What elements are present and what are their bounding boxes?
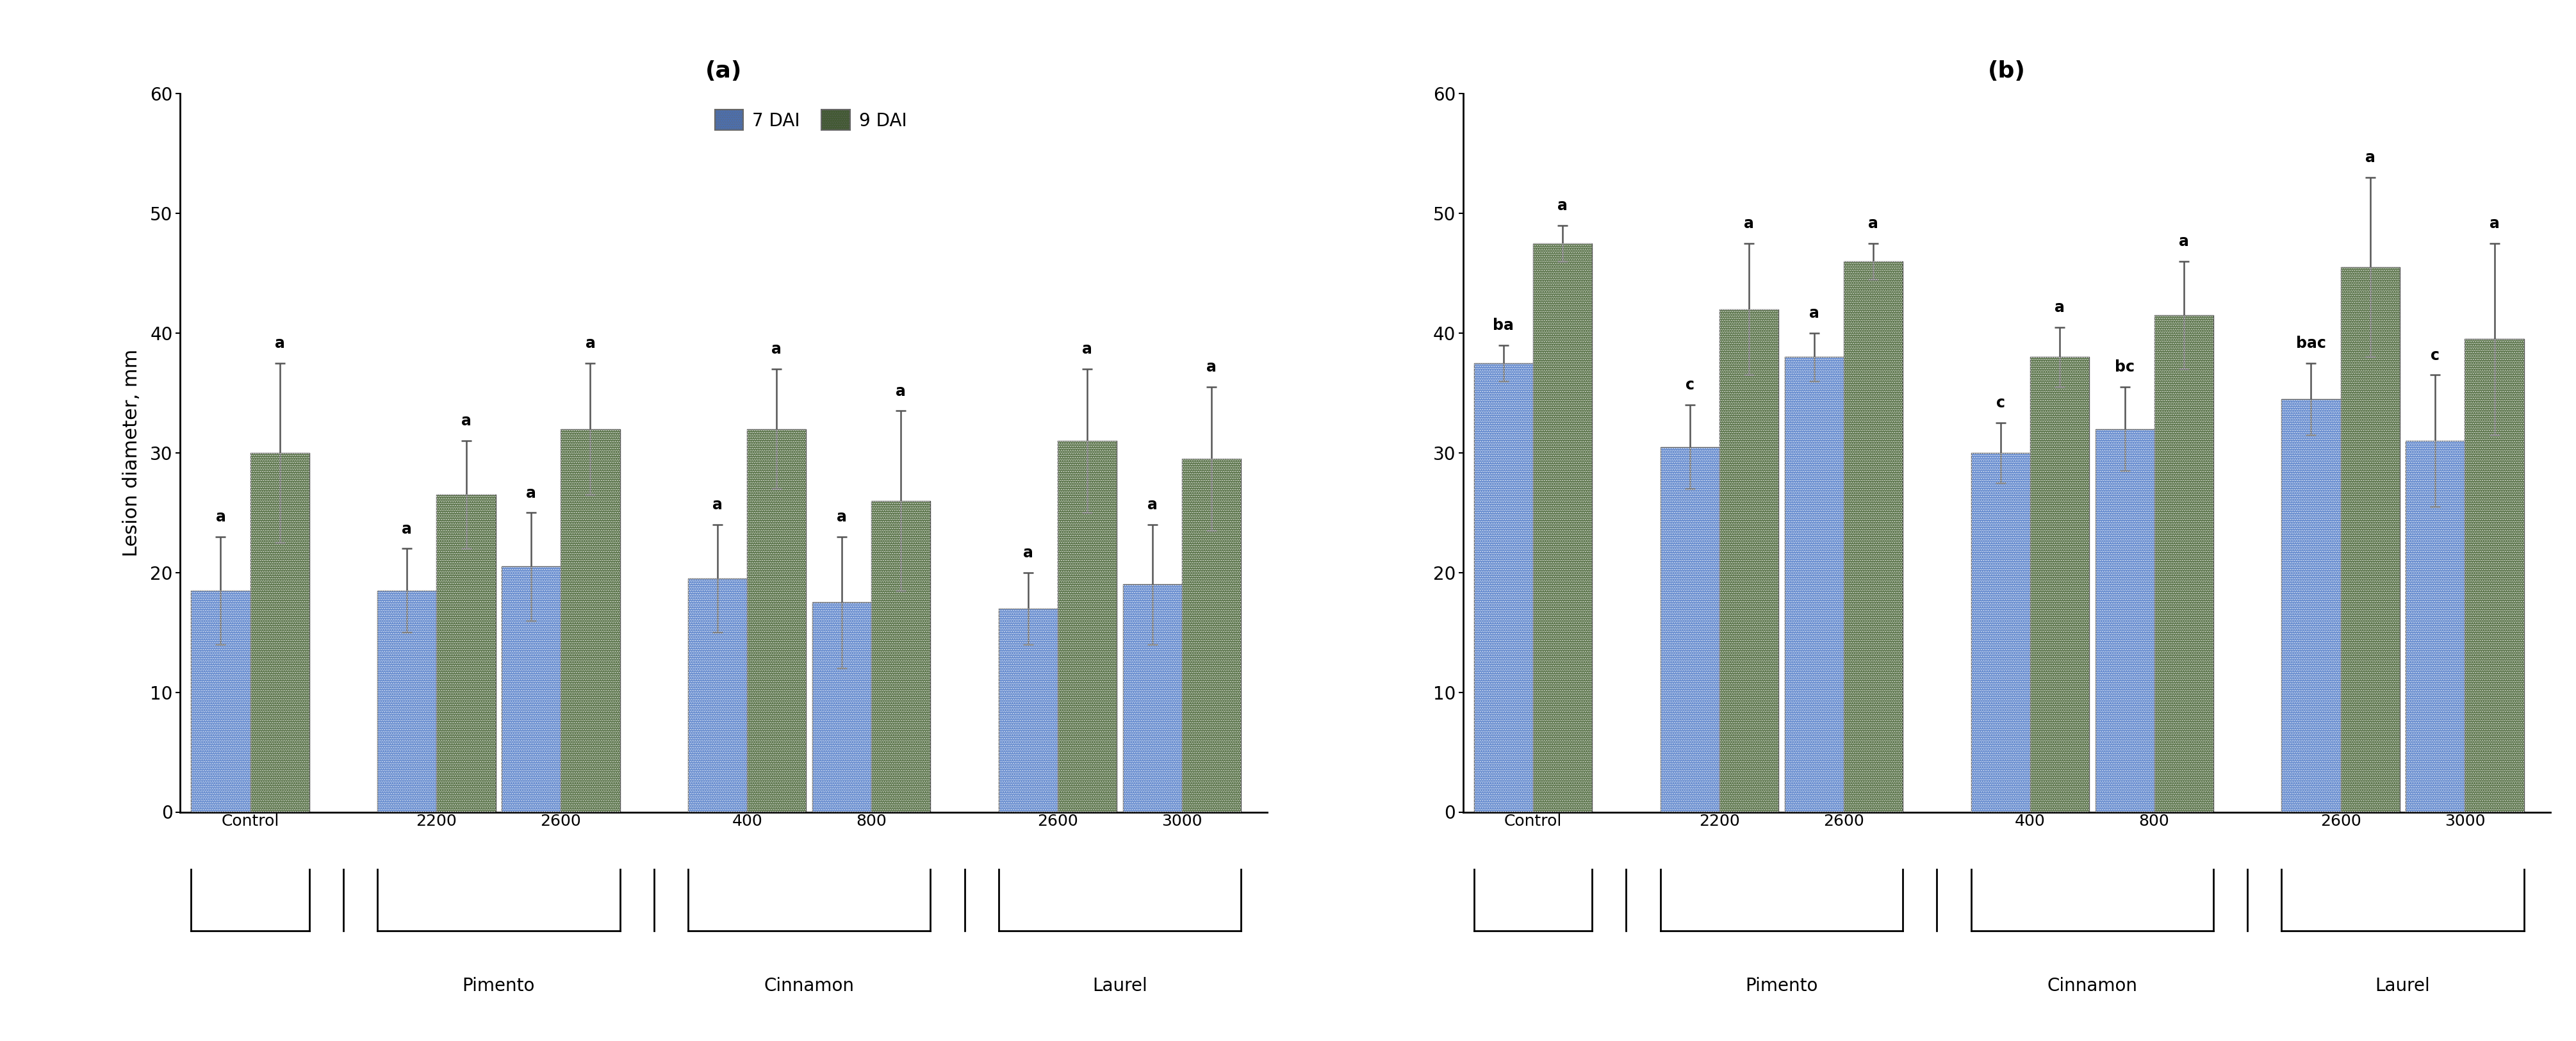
Bar — [2282, 399, 2342, 812]
Text: a: a — [2179, 234, 2190, 249]
Bar — [1718, 309, 1777, 812]
Bar — [502, 566, 562, 812]
Bar — [2154, 315, 2213, 812]
Bar — [2154, 315, 2213, 812]
Text: a: a — [2056, 300, 2063, 315]
Bar — [2030, 357, 2089, 812]
Bar — [1182, 459, 1242, 812]
Text: a: a — [1082, 341, 1092, 357]
Bar — [562, 429, 621, 812]
Text: a: a — [1808, 306, 1819, 321]
Bar — [2030, 357, 2089, 812]
Text: a: a — [896, 383, 907, 399]
Bar — [2406, 441, 2465, 812]
Title: (b): (b) — [1989, 60, 2025, 82]
Bar — [2406, 441, 2465, 812]
Bar — [1123, 585, 1182, 812]
Bar — [1533, 244, 1592, 812]
Text: c: c — [1685, 378, 1695, 392]
Text: a: a — [1868, 215, 1878, 231]
Text: a: a — [585, 335, 595, 351]
Text: Pimento: Pimento — [461, 977, 536, 995]
Bar — [1059, 441, 1118, 812]
Bar — [1844, 261, 1904, 812]
Text: a: a — [1146, 498, 1157, 512]
Text: a: a — [1744, 215, 1754, 231]
Bar — [562, 429, 621, 812]
Bar — [1533, 244, 1592, 812]
Bar — [999, 608, 1059, 812]
Text: a: a — [461, 413, 471, 429]
Bar — [2465, 339, 2524, 812]
Text: bac: bac — [2295, 335, 2326, 351]
Bar — [1473, 363, 1533, 812]
Text: Cinnamon: Cinnamon — [2048, 977, 2138, 995]
Bar — [250, 453, 309, 812]
Bar — [1182, 459, 1242, 812]
Text: c: c — [1996, 396, 2004, 411]
Text: a: a — [2488, 215, 2499, 231]
Bar — [1473, 363, 1533, 812]
Bar — [1971, 453, 2030, 812]
Bar — [2094, 429, 2154, 812]
Bar — [435, 494, 495, 812]
Bar — [379, 590, 435, 812]
Bar — [747, 429, 806, 812]
Text: a: a — [1023, 545, 1033, 560]
Bar — [871, 501, 930, 812]
Bar — [999, 608, 1059, 812]
Bar — [191, 590, 250, 812]
Bar — [191, 590, 250, 812]
Bar — [379, 590, 435, 812]
Bar — [2342, 268, 2401, 812]
Bar — [250, 453, 309, 812]
Bar — [688, 579, 747, 812]
Bar — [2465, 339, 2524, 812]
Text: Laurel: Laurel — [2375, 977, 2429, 995]
Text: a: a — [276, 335, 286, 351]
Bar — [2094, 429, 2154, 812]
Bar — [435, 494, 495, 812]
Bar — [1971, 453, 2030, 812]
Bar — [502, 566, 562, 812]
Bar — [1123, 585, 1182, 812]
Text: a: a — [2365, 150, 2375, 166]
Bar — [1785, 357, 1844, 812]
Bar — [1844, 261, 1904, 812]
Text: a: a — [773, 341, 781, 357]
Text: Pimento: Pimento — [1744, 977, 1819, 995]
Bar — [1662, 447, 1718, 812]
Text: a: a — [837, 509, 848, 525]
Bar — [747, 429, 806, 812]
Text: a: a — [714, 498, 724, 512]
Text: c: c — [2432, 348, 2439, 363]
Bar — [1785, 357, 1844, 812]
Bar — [2342, 268, 2401, 812]
Bar — [1059, 441, 1118, 812]
Y-axis label: Lesion diameter, mm: Lesion diameter, mm — [124, 349, 142, 557]
Bar — [1718, 309, 1777, 812]
Text: Laurel: Laurel — [1092, 977, 1146, 995]
Legend: 7 DAI, 9 DAI: 7 DAI, 9 DAI — [708, 103, 914, 137]
Text: a: a — [216, 509, 227, 525]
Text: a: a — [526, 485, 536, 501]
Text: bc: bc — [2115, 359, 2136, 375]
Bar — [2282, 399, 2342, 812]
Bar — [1662, 447, 1718, 812]
Bar — [688, 579, 747, 812]
Bar — [811, 603, 871, 812]
Title: (a): (a) — [706, 60, 742, 82]
Text: ba: ba — [1494, 318, 1515, 333]
Text: a: a — [1206, 359, 1216, 375]
Bar — [811, 603, 871, 812]
Text: a: a — [402, 522, 412, 537]
Text: Cinnamon: Cinnamon — [765, 977, 855, 995]
Bar — [871, 501, 930, 812]
Text: a: a — [1558, 198, 1569, 213]
